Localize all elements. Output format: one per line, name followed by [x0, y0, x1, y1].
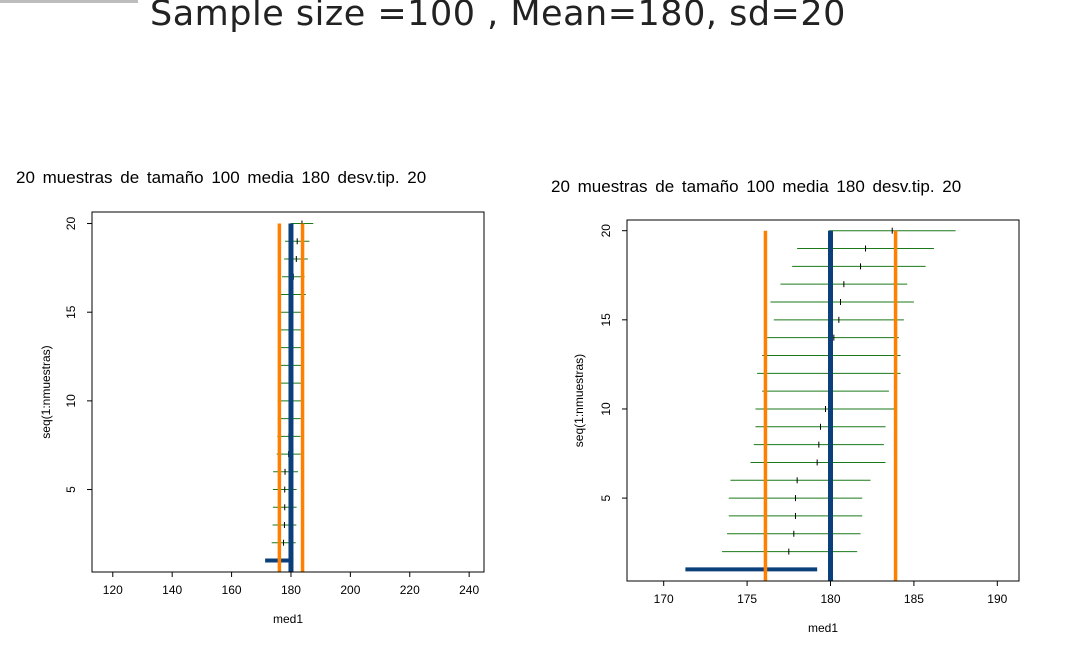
x-tick-label: 160	[222, 583, 242, 597]
y-tick-label: 10	[64, 394, 78, 408]
y-tick-label: 15	[64, 305, 78, 319]
right-chart: 170 175 180 185 190 5 10 15 20 med1 seq(1:nmuestra…	[572, 219, 1020, 635]
x-tick-label: 170	[654, 592, 674, 606]
slide-top-rule	[0, 0, 138, 3]
x-tick-label: 200	[340, 583, 360, 597]
left-chart: 120 140 160 180 200 220 240 5 10 15 20 med1 seq(1:nm…	[39, 211, 485, 626]
left-y-axis-label: seq(1:nmuestras)	[39, 345, 53, 438]
x-tick-label: 120	[103, 583, 123, 597]
right-y-axis-label: seq(1:nmuestras)	[572, 354, 586, 447]
y-tick-label: 15	[599, 313, 613, 327]
right-chart-title: 20 muestras de tamaño 100 media 180 desv…	[551, 177, 962, 196]
x-tick-label: 180	[281, 583, 301, 597]
x-tick-label: 175	[737, 592, 757, 606]
left-chart-title: 20 muestras de tamaño 100 media 180 desv…	[16, 168, 427, 187]
y-tick-label: 10	[599, 402, 613, 416]
right-plot-frame	[626, 219, 1020, 582]
y-tick-label: 20	[599, 224, 613, 238]
x-tick-label: 190	[987, 592, 1007, 606]
y-tick-label: 20	[64, 217, 78, 231]
x-tick-label: 180	[820, 592, 840, 606]
y-tick-label: 5	[64, 486, 78, 493]
left-plot-frame	[91, 211, 485, 573]
left-x-axis-label: med1	[273, 612, 303, 626]
right-plot-area	[685, 227, 956, 581]
slide-title: Sample size =100 , Mean=180, sd=20	[150, 0, 846, 34]
x-tick-label: 185	[904, 592, 924, 606]
x-tick-label: 240	[459, 583, 479, 597]
y-tick-label: 5	[599, 494, 613, 501]
left-plot-area	[265, 220, 314, 572]
x-tick-label: 140	[162, 583, 182, 597]
x-tick-label: 220	[400, 583, 420, 597]
right-x-axis-label: med1	[808, 621, 838, 635]
